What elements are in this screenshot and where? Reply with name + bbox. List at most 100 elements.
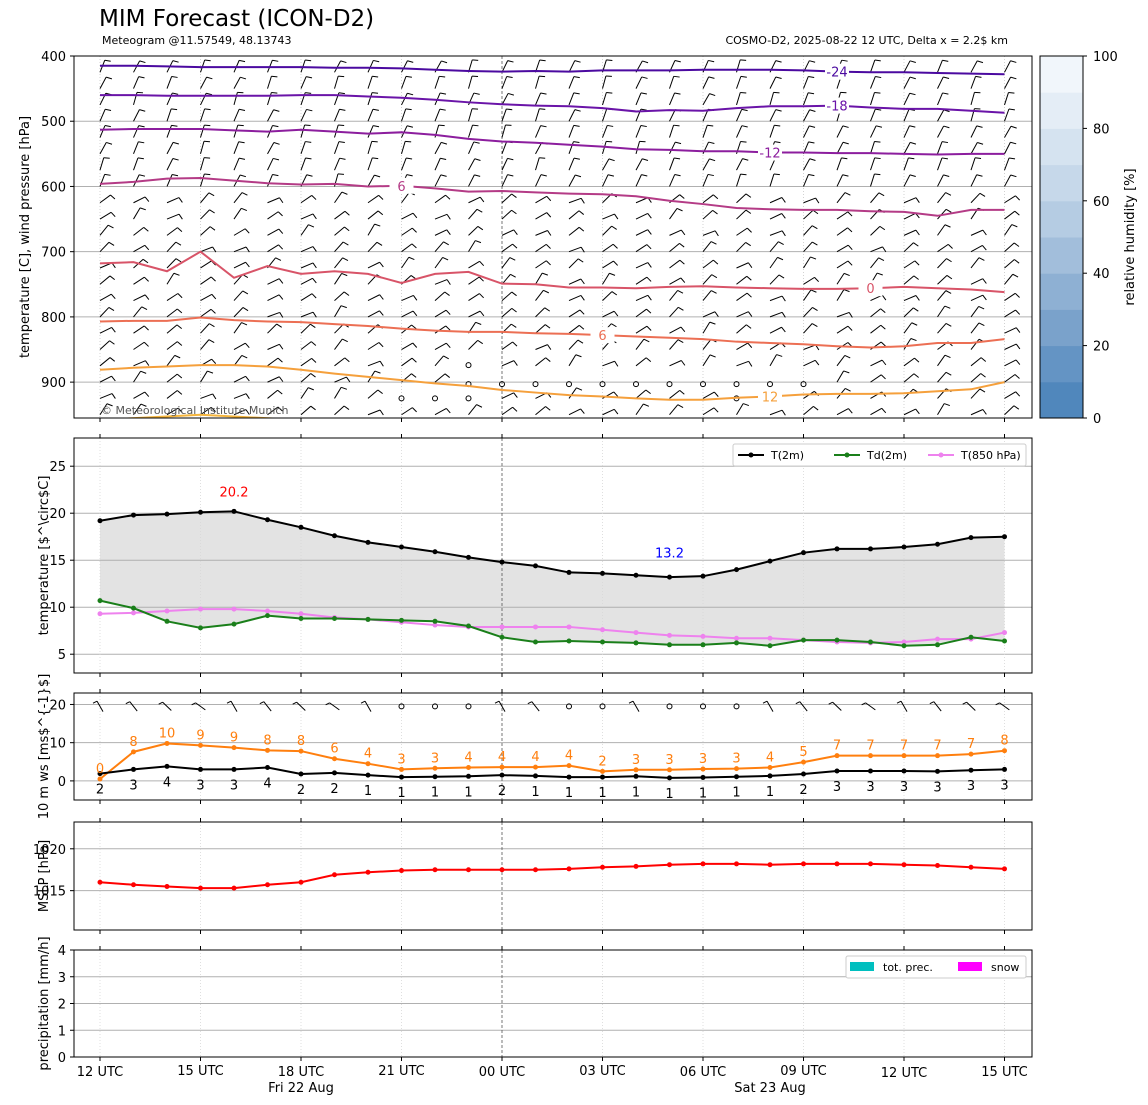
wind-barb [200,393,213,399]
wind-barb-flag [913,275,919,280]
wind-barb-flag [473,92,480,95]
wind-barb [367,294,380,302]
wind-barb [669,229,682,236]
wind-barb [702,125,708,138]
wind-barb-flag [339,157,346,160]
wind-barb [937,258,947,269]
wind-barb [468,108,473,122]
wind-barb [498,700,506,712]
wind-barb [501,360,515,367]
wind-barb [702,274,713,285]
wind-barb-flag [344,357,350,363]
wind-barb [702,290,712,301]
wind-barb-flag [378,342,384,348]
wind-barb [635,174,642,187]
calm-wind-marker [599,703,606,710]
wind-barb [903,109,910,122]
series-line [99,599,1005,647]
wind-barb [836,289,845,301]
series-line [99,510,1005,579]
data-point [432,618,438,624]
wind-barb [367,92,373,106]
wind-barb [200,56,202,57]
wind-barb-flag [106,76,113,80]
wind-barb [669,109,676,122]
wind-barb [669,242,680,253]
wind-barb [870,56,872,57]
wind-barb [1004,359,1017,367]
gust-value-label: 4 [766,751,774,766]
wind-barb [300,277,313,285]
wind-barb-flag [647,229,652,235]
wind-barb-flag [144,244,150,251]
wind-barb [367,241,378,253]
wind-barb [401,407,413,416]
wind-barb-flag [111,327,116,333]
wind-barb-flag [307,45,313,47]
wind-barb-flag [978,322,985,326]
wind-barb [803,289,812,301]
wind-speed-point [600,774,605,780]
wind-barb-flag [575,44,581,45]
wind-barb [769,173,775,187]
wind-barb-flag [845,387,851,392]
wind-barb-flag [509,257,516,261]
wind-barb [736,109,743,122]
wind-barb [602,75,607,89]
wind-barb [535,108,540,122]
wind-barb-flag [847,260,853,266]
wind-barb [468,260,480,269]
wind-barb-flag [944,403,950,407]
wind-barb [669,390,681,399]
wind-barb-flag [373,125,380,128]
calm-wind-marker [733,381,740,388]
wind-barb-flag [176,341,183,346]
wind-barb-flag [1010,174,1017,178]
wind-speed-point [97,771,103,777]
wind-barb-flag [1015,195,1021,201]
wind-barb-flag [880,374,886,380]
wind-barb [501,229,514,236]
wind-barb [803,276,815,285]
wind-barb [434,407,447,416]
mslp-point [801,861,806,867]
wind-barb [635,212,648,220]
wind-barb [300,405,312,416]
wind-barb [535,289,544,301]
wind-barb [367,342,380,350]
wind-barb [836,174,844,187]
y-tick-label: 700 [41,246,66,261]
wind-barb-flag [711,274,718,279]
wind-barb-flag [945,371,952,376]
wind-barb [803,209,814,220]
wind-barb [267,406,279,416]
wind-barb [334,241,344,253]
wind-barb-flag [813,405,819,411]
wind-barb-flag [809,158,816,161]
isotherm-line [99,176,1005,217]
wind-barb [166,197,180,204]
wind-barb [937,243,949,253]
wind-barb-flag [439,75,446,78]
wind-barb-flag [642,158,649,161]
gust-value-label: 4 [464,751,472,766]
wind-speed-point [1002,766,1007,772]
wind-barb [535,307,546,318]
wind-barb-flag [876,272,883,276]
wind-barb [903,93,911,106]
wind-barb-flag [1010,141,1017,145]
panel-frame [73,692,1033,801]
wind-barb [870,108,876,122]
wind-barb [769,92,775,106]
wind-barb [401,141,406,154]
mslp-point [1002,866,1007,872]
wind-barb-flag [575,354,582,358]
wind-barb-flag [843,370,850,374]
wind-barb-flag [108,241,115,246]
wind-barb-flag [979,388,986,393]
wind-barb-flag [411,373,417,378]
wind-barb-flag [346,376,351,383]
wind-barb [602,213,615,220]
wind-barb-flag [1009,157,1016,160]
wind-barb-flag [209,226,216,231]
